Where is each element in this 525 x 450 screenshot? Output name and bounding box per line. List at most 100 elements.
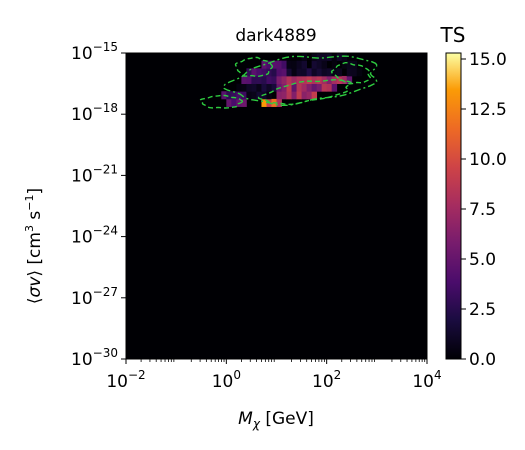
heatmap-cell [306, 68, 313, 77]
heatmap-cell [311, 91, 318, 100]
heatmap-cell [331, 53, 338, 62]
heatmap-cell [286, 68, 292, 77]
heatmap-cell [266, 83, 272, 92]
heatmap-cell [316, 83, 323, 92]
heatmap-cell [286, 91, 292, 100]
heatmap-cell [351, 68, 358, 77]
x-tick-label: 100 [212, 368, 241, 392]
contour-inner [257, 78, 352, 106]
heatmap-cell [356, 68, 363, 77]
heatmap-cell [311, 53, 318, 62]
heatmap-cell [276, 60, 282, 69]
heatmap-cell [336, 53, 343, 62]
heatmap-cell [316, 53, 323, 62]
colorbar-tick-label: 0.0 [469, 350, 496, 370]
y-tick-label: 10−15 [71, 40, 118, 64]
heatmap-cell [301, 53, 307, 62]
heatmap-cell [286, 83, 292, 92]
colorbar-tick-label: 12.5 [469, 100, 507, 120]
heatmap-cell [236, 91, 242, 100]
heatmap-cell [271, 68, 277, 77]
heatmap-cell [256, 68, 262, 77]
heatmap-cell [291, 75, 297, 84]
heatmap-cell [301, 60, 307, 69]
heatmap-cell [251, 68, 257, 77]
y-tick-label: 10−27 [71, 285, 118, 309]
heatmap-cell [231, 91, 237, 100]
heatmap-cell [261, 68, 267, 77]
heatmap-cell [226, 91, 232, 100]
contour-island-upper [234, 56, 274, 77]
heatmap-cell [271, 83, 277, 92]
y-axis: 10−30 10−27 10−24 10−21 10−18 10−15 [71, 40, 126, 370]
heatmap-cell [236, 83, 242, 92]
colorbar-label: TS [440, 23, 466, 47]
heatmap-cell [246, 83, 252, 92]
heatmap-cell [251, 75, 257, 84]
plot-frame [125, 52, 428, 360]
heatmap-cell [231, 98, 237, 107]
heatmap-cell [291, 60, 297, 69]
x-axis: 10−2 100 102 104 [106, 359, 442, 392]
heatmap-cell [321, 83, 328, 92]
contour-island-right [330, 62, 372, 85]
best-fit-marker [299, 100, 308, 109]
heatmap-cell [286, 75, 292, 84]
heatmap-cell [341, 60, 348, 69]
heatmap-cell [311, 75, 318, 84]
heatmap-cell [261, 83, 267, 92]
heatmap-cell [251, 91, 257, 100]
heatmap-cell [291, 83, 297, 92]
y-tick-label: 10−24 [71, 224, 118, 248]
heatmap-cell [291, 68, 297, 77]
heatmap-cell [301, 83, 307, 92]
heatmap-cell [281, 60, 287, 69]
heatmap-cell [281, 91, 287, 100]
x-axis-label: Mχ [GeV] [238, 409, 314, 431]
heatmap-cell [316, 75, 323, 84]
y-tick-label: 10−30 [71, 346, 118, 370]
heatmap-cell [296, 75, 302, 84]
heatmap-cell [266, 60, 272, 69]
heatmap-cell [306, 83, 313, 92]
heatmap-cell [256, 83, 262, 92]
plot-area [126, 53, 427, 359]
heatmap-cell [291, 91, 297, 100]
colorbar-ticks: 0.0 2.5 5.0 7.5 10.0 12.5 15.0 [461, 50, 507, 370]
contour-outer [222, 55, 378, 106]
heatmap-cell [276, 91, 282, 100]
x-tick-label: 104 [412, 368, 441, 392]
heatmap-cell [241, 91, 247, 100]
heatmap-cell [341, 75, 348, 84]
heatmap-cell [301, 91, 307, 100]
heatmap-cell [241, 83, 247, 92]
heatmap-cell [281, 68, 287, 77]
heatmap-cell [261, 98, 267, 107]
heatmap-cell [321, 60, 328, 69]
heatmap-cell [276, 75, 282, 84]
heatmap-cell [256, 91, 262, 100]
heatmap-cell [326, 83, 333, 92]
colorbar [445, 52, 462, 360]
heatmap-cell [296, 83, 302, 92]
heatmap-cell [246, 91, 252, 100]
heatmap-cell [276, 68, 282, 77]
colorbar-tick-label: 10.0 [469, 150, 507, 170]
heatmap-cell [346, 75, 353, 84]
heatmap-cell [331, 68, 338, 77]
heatmap-cell [246, 68, 252, 77]
heatmap-cell [281, 83, 287, 92]
heatmap-cell [296, 60, 302, 69]
heatmap-cell [306, 75, 313, 84]
y-axis-label: ⟨σv⟩ [cm3 s−1] [23, 188, 45, 304]
heatmap-cell [281, 75, 287, 84]
x-tick-label: 102 [312, 368, 341, 392]
heatmap-cell [296, 68, 302, 77]
colorbar-tick-label: 7.5 [469, 200, 496, 220]
heatmap-cell [326, 68, 333, 77]
heatmap-cell [226, 98, 232, 107]
heatmap-cell [261, 75, 267, 84]
heatmap-cell [266, 91, 272, 100]
heatmap-cell [241, 98, 247, 107]
